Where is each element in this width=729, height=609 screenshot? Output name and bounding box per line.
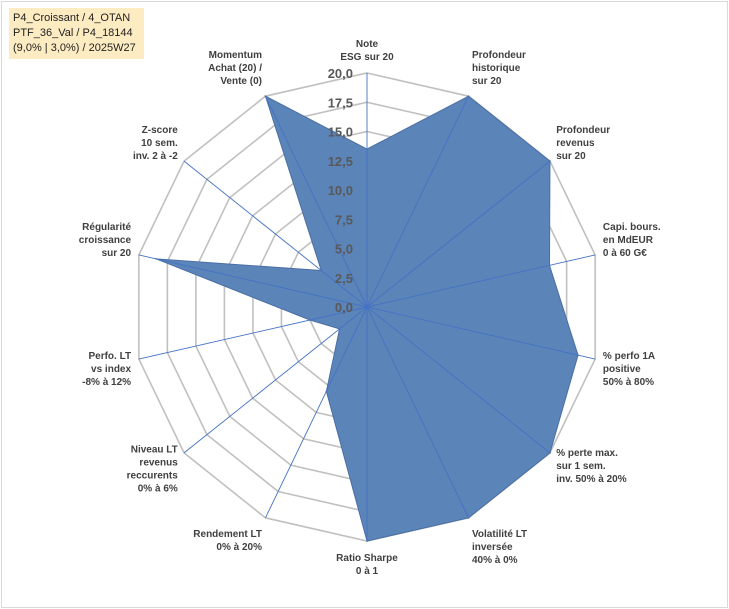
axis-label: % perfo 1A positive 50% à 80% — [603, 351, 655, 388]
axis-spoke — [366, 95, 469, 308]
axis-label: Momentum Achat (20) / Vente (0) — [208, 50, 262, 87]
axis-label: Perfo. LT vs index -8% à 12% — [82, 351, 131, 388]
axis-label: Profondeur revenus sur 20 — [556, 125, 610, 162]
tick-label: 20,0 — [328, 66, 353, 81]
tick-label: 15,0 — [328, 125, 353, 140]
axis-spoke — [138, 254, 368, 308]
axis-spoke — [183, 160, 368, 308]
info-line-1: P4_Croissant / 4_OTAN — [13, 12, 131, 24]
axis-label: Niveau LT revenus reccurents 0% à 6% — [127, 444, 179, 494]
axis-label: Z-score 10 sem. inv. 2 à -2 — [133, 125, 178, 162]
axis-label: Profondeur historique sur 20 — [472, 50, 526, 87]
tick-label: 0,0 — [335, 300, 353, 315]
axis-spoke — [265, 306, 368, 519]
axis-spoke — [183, 306, 368, 454]
tick-label: 5,0 — [335, 242, 353, 257]
axis-label: Capi. bours. en MdEUR 0 à 60 G€ — [603, 222, 661, 259]
axis-spoke — [366, 306, 596, 360]
axis-spoke — [366, 160, 551, 308]
tick-label: 2,5 — [335, 271, 353, 286]
info-line-3: (9,0% | 3,0%) / 2025W27 — [13, 42, 136, 54]
axis-spoke — [366, 306, 551, 454]
tick-label: 7,5 — [335, 212, 353, 227]
axis-label: Volatilité LT inversée 40% à 0% — [472, 529, 527, 566]
tick-label: 17,5 — [328, 95, 353, 110]
axis-label: Rendement LT 0% à 20% — [193, 529, 262, 553]
axis-spoke — [138, 306, 368, 360]
axis-spoke — [366, 254, 596, 308]
axis-label: Régularité croissance sur 20 — [79, 222, 132, 259]
axis-label: Note ESG sur 20 — [340, 39, 394, 63]
tick-label: 10,0 — [328, 183, 353, 198]
axis-spoke — [265, 95, 368, 308]
axis-label: Ratio Sharpe 0 à 1 — [336, 553, 398, 577]
tick-label: 12,5 — [328, 154, 353, 169]
axis-spoke — [366, 306, 469, 519]
info-box: P4_Croissant / 4_OTAN PTF_36_Val / P4_18… — [9, 8, 144, 59]
info-line-2: PTF_36_Val / P4_18144 — [13, 27, 133, 39]
axis-label: % perte max. sur 1 sem. inv. 50% à 20% — [556, 448, 627, 485]
